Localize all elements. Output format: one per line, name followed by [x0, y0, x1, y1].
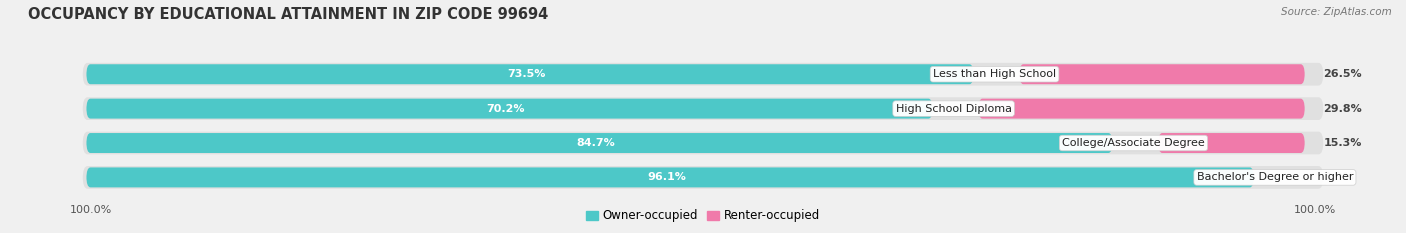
Text: 29.8%: 29.8% [1323, 104, 1362, 114]
FancyBboxPatch shape [86, 168, 1254, 187]
Legend: Owner-occupied, Renter-occupied: Owner-occupied, Renter-occupied [581, 205, 825, 227]
FancyBboxPatch shape [83, 166, 1323, 189]
FancyBboxPatch shape [1019, 64, 1305, 84]
Text: 73.5%: 73.5% [508, 69, 546, 79]
FancyBboxPatch shape [86, 133, 1112, 153]
FancyBboxPatch shape [86, 64, 973, 84]
Text: OCCUPANCY BY EDUCATIONAL ATTAINMENT IN ZIP CODE 99694: OCCUPANCY BY EDUCATIONAL ATTAINMENT IN Z… [28, 7, 548, 22]
Text: 96.1%: 96.1% [647, 172, 686, 182]
FancyBboxPatch shape [979, 99, 1305, 119]
Text: Bachelor's Degree or higher: Bachelor's Degree or higher [1197, 172, 1353, 182]
FancyBboxPatch shape [86, 99, 932, 119]
Text: 100.0%: 100.0% [70, 205, 112, 215]
Text: 100.0%: 100.0% [1294, 205, 1336, 215]
FancyBboxPatch shape [83, 97, 1323, 120]
FancyBboxPatch shape [83, 63, 1323, 86]
Text: Source: ZipAtlas.com: Source: ZipAtlas.com [1281, 7, 1392, 17]
Text: 26.5%: 26.5% [1323, 69, 1362, 79]
FancyBboxPatch shape [1159, 133, 1305, 153]
Text: Less than High School: Less than High School [934, 69, 1056, 79]
FancyBboxPatch shape [83, 132, 1323, 154]
Text: 84.7%: 84.7% [576, 138, 614, 148]
Text: 70.2%: 70.2% [486, 104, 524, 114]
Text: 15.3%: 15.3% [1323, 138, 1361, 148]
Text: High School Diploma: High School Diploma [896, 104, 1011, 114]
Text: 3.9%: 3.9% [1323, 172, 1354, 182]
Text: College/Associate Degree: College/Associate Degree [1062, 138, 1205, 148]
